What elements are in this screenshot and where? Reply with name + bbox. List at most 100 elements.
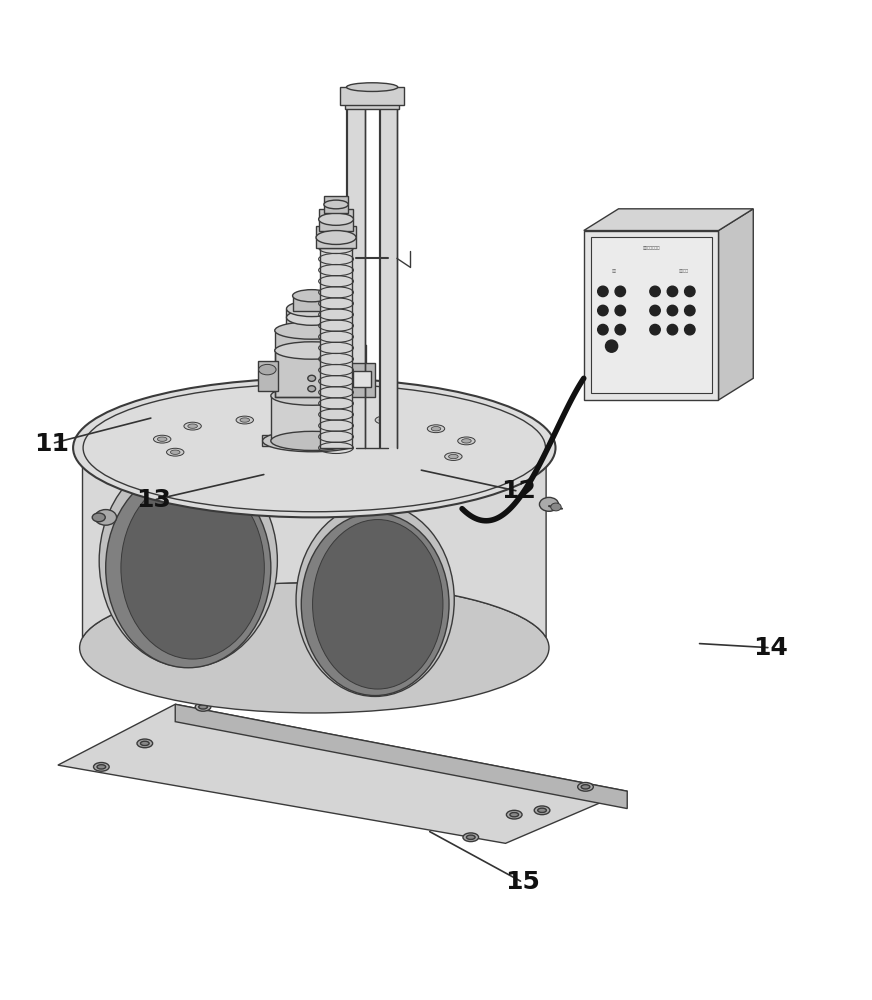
Ellipse shape: [199, 705, 208, 709]
Ellipse shape: [432, 427, 440, 431]
Ellipse shape: [463, 833, 479, 842]
Ellipse shape: [153, 435, 171, 443]
Ellipse shape: [308, 386, 316, 392]
Polygon shape: [58, 704, 627, 843]
Circle shape: [605, 340, 617, 352]
Ellipse shape: [375, 416, 392, 424]
Ellipse shape: [540, 497, 559, 511]
Ellipse shape: [97, 765, 106, 769]
Ellipse shape: [293, 290, 330, 302]
Ellipse shape: [318, 213, 353, 225]
Circle shape: [615, 305, 625, 316]
Polygon shape: [340, 87, 404, 105]
Ellipse shape: [158, 437, 167, 441]
Polygon shape: [175, 704, 627, 809]
Ellipse shape: [581, 785, 589, 789]
Ellipse shape: [461, 439, 471, 443]
Ellipse shape: [507, 810, 522, 819]
Ellipse shape: [99, 454, 277, 667]
Ellipse shape: [316, 231, 356, 244]
Polygon shape: [344, 98, 399, 109]
Bar: [583, 231, 719, 400]
Bar: [318, 209, 353, 231]
Ellipse shape: [140, 741, 149, 746]
Ellipse shape: [275, 342, 349, 359]
Ellipse shape: [187, 424, 197, 428]
Ellipse shape: [184, 422, 201, 430]
Bar: [324, 196, 348, 213]
Bar: [320, 248, 351, 448]
Ellipse shape: [95, 510, 117, 525]
Ellipse shape: [79, 583, 549, 713]
Ellipse shape: [379, 418, 389, 422]
Ellipse shape: [467, 835, 475, 839]
Circle shape: [667, 324, 678, 335]
Ellipse shape: [312, 520, 443, 689]
Polygon shape: [349, 345, 366, 397]
Circle shape: [615, 286, 625, 297]
Text: 11: 11: [34, 432, 69, 456]
Polygon shape: [276, 350, 349, 397]
Polygon shape: [258, 361, 278, 391]
Ellipse shape: [324, 200, 348, 209]
Polygon shape: [349, 363, 375, 397]
Ellipse shape: [106, 468, 271, 668]
Ellipse shape: [93, 763, 109, 771]
Polygon shape: [379, 109, 397, 448]
Circle shape: [597, 286, 608, 297]
Polygon shape: [276, 331, 349, 350]
Bar: [353, 371, 371, 387]
Circle shape: [650, 305, 660, 316]
Circle shape: [685, 305, 695, 316]
Ellipse shape: [538, 808, 547, 812]
Circle shape: [685, 324, 695, 335]
Ellipse shape: [240, 418, 249, 422]
Polygon shape: [347, 109, 364, 448]
Ellipse shape: [137, 739, 153, 748]
Polygon shape: [287, 309, 337, 331]
Polygon shape: [83, 383, 546, 638]
Ellipse shape: [262, 430, 363, 452]
Circle shape: [667, 305, 678, 316]
Ellipse shape: [287, 310, 337, 325]
Ellipse shape: [510, 812, 519, 817]
Circle shape: [650, 324, 660, 335]
Ellipse shape: [92, 513, 106, 522]
Ellipse shape: [458, 437, 475, 445]
Ellipse shape: [308, 375, 316, 381]
Ellipse shape: [121, 477, 264, 659]
Ellipse shape: [287, 301, 337, 317]
Ellipse shape: [73, 378, 555, 517]
Circle shape: [597, 305, 608, 316]
Ellipse shape: [296, 503, 454, 696]
Ellipse shape: [195, 703, 211, 711]
Text: 13: 13: [136, 488, 171, 512]
Ellipse shape: [445, 453, 462, 460]
Ellipse shape: [301, 513, 449, 696]
Polygon shape: [583, 209, 753, 231]
Ellipse shape: [167, 448, 184, 456]
Ellipse shape: [551, 503, 562, 511]
Ellipse shape: [346, 83, 398, 91]
Ellipse shape: [170, 450, 180, 454]
Text: 数控系统控制箱: 数控系统控制箱: [643, 246, 660, 250]
Text: 故障显示: 故障显示: [678, 269, 689, 273]
Ellipse shape: [271, 386, 354, 405]
Circle shape: [650, 286, 660, 297]
Polygon shape: [271, 396, 354, 441]
Polygon shape: [719, 209, 753, 400]
Bar: [590, 237, 712, 393]
Text: 14: 14: [753, 636, 788, 660]
Circle shape: [667, 286, 678, 297]
Circle shape: [615, 324, 625, 335]
Ellipse shape: [236, 416, 254, 424]
Text: 12: 12: [501, 479, 536, 503]
Ellipse shape: [535, 806, 550, 815]
Ellipse shape: [259, 364, 276, 375]
Text: 启动: 启动: [611, 269, 617, 273]
Text: 15: 15: [506, 870, 541, 894]
Circle shape: [597, 324, 608, 335]
Bar: [316, 226, 356, 248]
Circle shape: [685, 286, 695, 297]
Polygon shape: [293, 296, 331, 311]
